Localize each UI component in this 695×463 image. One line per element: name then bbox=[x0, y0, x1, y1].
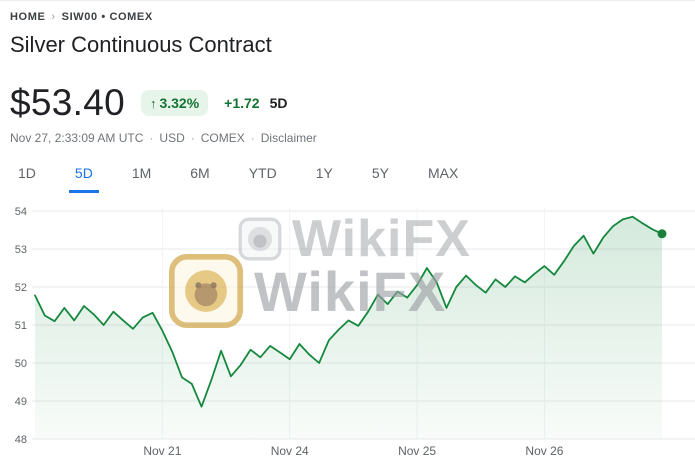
x-axis-label: Nov 21 bbox=[143, 444, 181, 458]
breadcrumb-home[interactable]: HOME bbox=[10, 11, 46, 23]
y-axis-label: 48 bbox=[15, 434, 27, 446]
breadcrumb-symbol[interactable]: SIW00 • COMEX bbox=[61, 11, 153, 23]
quote-exchange: COMEX bbox=[200, 131, 245, 145]
change-badge: ↑ 3.32% bbox=[140, 90, 209, 116]
tab-1m[interactable]: 1M bbox=[131, 165, 152, 181]
y-axis-label: 54 bbox=[15, 206, 27, 218]
current-price: $53.40 bbox=[10, 82, 125, 123]
y-axis-label: 50 bbox=[15, 358, 27, 370]
x-axis-label: Nov 26 bbox=[525, 444, 563, 458]
price-chart-svg[interactable]: 48 49 50 51 52 53 54 Nov 21 Nov 24 Nov 25 Nov 26 bbox=[0, 195, 695, 463]
tab-5d[interactable]: 5D bbox=[68, 161, 99, 193]
change-period: 5D bbox=[269, 95, 288, 111]
price-row: $53.40 ↑ 3.32% +1.72 5D bbox=[10, 82, 685, 124]
breadcrumb: HOME › SIW00 • COMEX bbox=[0, 1, 695, 23]
up-arrow-icon: ↑ bbox=[149, 95, 157, 111]
price-area bbox=[35, 216, 662, 439]
change-value: +1.72 bbox=[224, 95, 260, 111]
price-line bbox=[34, 215, 663, 408]
tab-1y[interactable]: 1Y bbox=[315, 165, 333, 181]
chart-layers: 48 49 50 51 52 53 54 Nov 21 Nov 24 Nov 25 Nov 26 bbox=[15, 206, 695, 458]
meta-separator: · bbox=[190, 131, 195, 145]
breadcrumb-chevron-icon: › bbox=[51, 11, 56, 23]
tab-6m[interactable]: 6M bbox=[190, 165, 210, 181]
x-axis-label: Nov 24 bbox=[271, 444, 309, 458]
y-axis-label: 51 bbox=[15, 320, 27, 332]
y-axis-label: 53 bbox=[15, 244, 27, 256]
tab-ytd[interactable]: YTD bbox=[248, 165, 277, 181]
price-chart: WikiFX WikiFX 48 49 50 51 52 53 54 Nov 21 Nov 24… bbox=[0, 195, 695, 463]
quote-currency: USD bbox=[159, 131, 185, 145]
meta-separator: · bbox=[250, 131, 255, 145]
quote-meta: Nov 27, 2:33:09 AM UTC · USD · COMEX · D… bbox=[10, 131, 685, 145]
disclaimer-link[interactable]: Disclaimer bbox=[260, 131, 317, 145]
x-axis-label: Nov 25 bbox=[398, 444, 436, 458]
tab-1d[interactable]: 1D bbox=[18, 165, 36, 181]
tab-max[interactable]: MAX bbox=[427, 165, 459, 181]
last-price-dot bbox=[657, 229, 667, 239]
page-title: Silver Continuous Contract bbox=[10, 32, 272, 57]
range-tabs: 1D 5D 1M 6M YTD 1Y 5Y MAX bbox=[12, 161, 695, 193]
quote-time: Nov 27, 2:33:09 AM UTC bbox=[10, 131, 144, 145]
y-axis-label: 49 bbox=[15, 396, 27, 408]
tab-5y[interactable]: 5Y bbox=[371, 165, 389, 181]
meta-separator: · bbox=[149, 131, 154, 145]
change-percent: 3.32% bbox=[159, 95, 200, 111]
y-axis-label: 52 bbox=[15, 282, 27, 294]
